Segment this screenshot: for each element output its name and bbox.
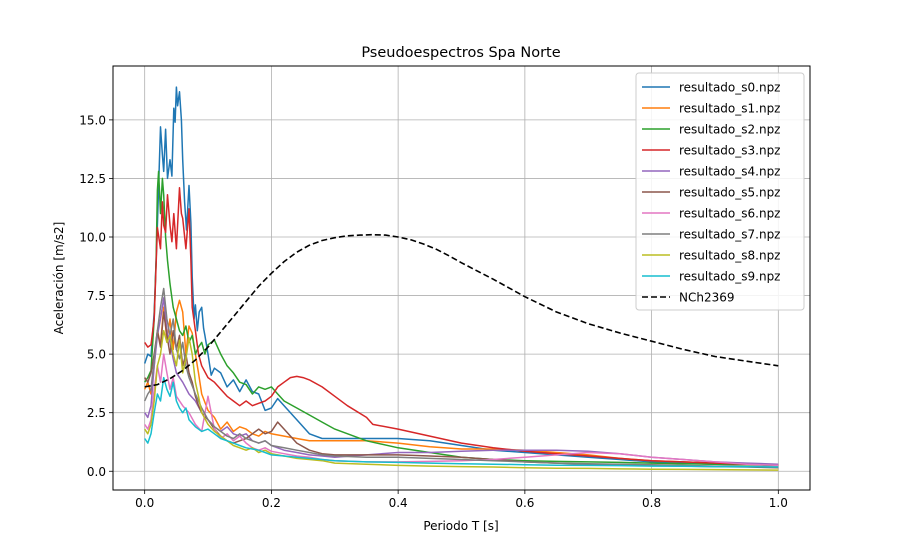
legend-label: resultado_s9.npz: [679, 270, 780, 284]
legend-label: resultado_s2.npz: [679, 123, 780, 137]
axis-ticks: 0.0 0.2 0.4 0.6 0.8 1.0 0.0 2.5 5.0 7.5 10.0 12.5 15…: [79, 113, 788, 510]
legend-label: resultado_s0.npz: [679, 81, 780, 95]
legend-label: NCh2369: [679, 291, 735, 305]
series-line-6: [144, 353, 779, 467]
chart-title: Pseudoespectros Spa Norte: [361, 45, 560, 61]
y-tick-label: 5.0: [87, 348, 106, 362]
y-tick-label: 7.5: [87, 289, 106, 303]
x-tick-label: 0.8: [642, 496, 661, 510]
series-line-8: [144, 329, 779, 471]
plot-series: [143, 86, 779, 471]
x-tick-label: 0.6: [515, 496, 534, 510]
legend-label: resultado_s7.npz: [679, 228, 780, 242]
x-axis-label: Periodo T [s]: [423, 519, 498, 533]
legend-label: resultado_s4.npz: [679, 165, 780, 179]
y-tick-label: 2.5: [87, 406, 106, 420]
legend-label: resultado_s3.npz: [679, 144, 780, 158]
x-tick-label: 0.0: [135, 496, 154, 510]
y-axis-label: Aceleración [m/s2]: [52, 222, 66, 335]
x-tick-label: 0.2: [262, 496, 281, 510]
series-line-10: [144, 233, 779, 388]
series-line-0: [143, 86, 779, 467]
legend-label: resultado_s1.npz: [679, 102, 780, 116]
legend-label: resultado_s8.npz: [679, 249, 780, 263]
plot-frame: [112, 65, 811, 491]
legend-label: resultado_s5.npz: [679, 186, 780, 200]
x-tick-label: 1.0: [769, 496, 788, 510]
legend-box: [635, 72, 805, 311]
y-tick-label: 0.0: [87, 465, 106, 479]
series-line-7: [144, 287, 779, 468]
legend-label: resultado_s6.npz: [679, 207, 780, 221]
legend: resultado_s0.npz resultado_s1.npz resultad…: [635, 72, 805, 311]
y-tick-label: 12.5: [79, 172, 106, 186]
y-tick-label: 10.0: [79, 231, 106, 245]
series-line-3: [144, 187, 779, 466]
series-line-9: [144, 376, 779, 468]
x-tick-label: 0.4: [389, 496, 408, 510]
y-tick-label: 15.0: [79, 113, 106, 127]
